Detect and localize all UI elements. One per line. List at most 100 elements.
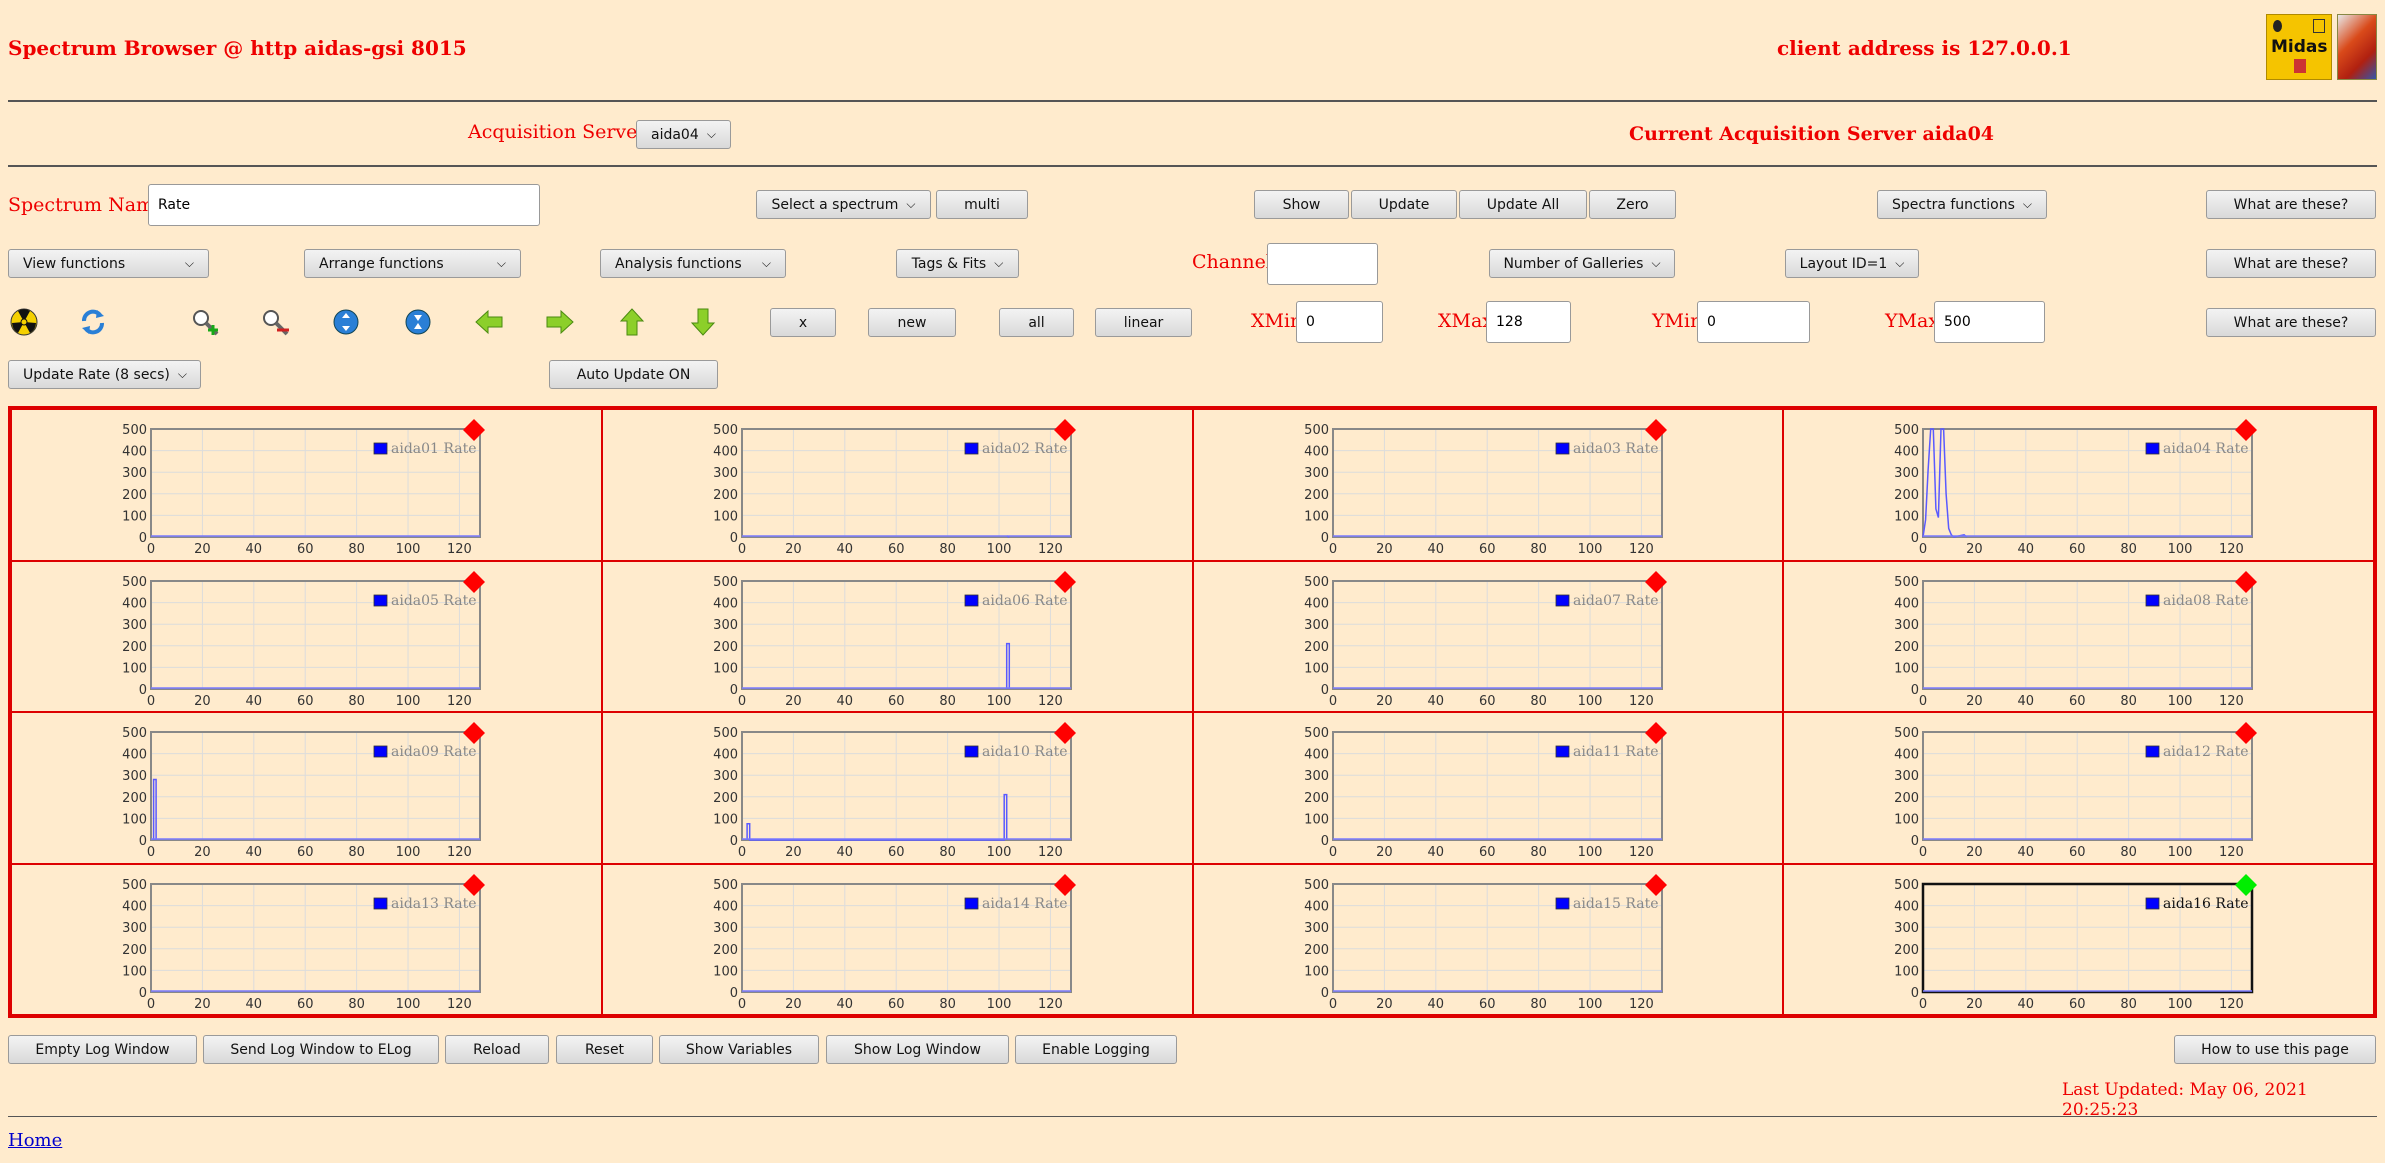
spectrum-panel[interactable]: 0 20 40 60 80 100 120 0 100 200 300 400 500 aida01 Ra… xyxy=(11,409,602,561)
ymin-input[interactable]: 0 xyxy=(1697,301,1810,343)
show-variables-button[interactable]: Show Variables xyxy=(659,1035,819,1064)
spectrum-plot[interactable]: 0 20 40 60 80 100 120 0 100 200 300 400 500 aida12 Ra… xyxy=(1784,713,2374,865)
x-button[interactable]: x xyxy=(770,308,836,337)
update-button[interactable]: Update xyxy=(1351,190,1457,219)
spectrum-plot[interactable]: 0 20 40 60 80 100 120 0 100 200 300 400 500 aida14 Ra… xyxy=(603,865,1193,1017)
number-of-galleries-dropdown[interactable]: Number of Galleries ⌵ xyxy=(1489,249,1675,278)
spectrum-panel[interactable]: 0 20 40 60 80 100 120 0 100 200 300 400 500 aida11 Ra… xyxy=(1192,712,1784,865)
y-tick-label: 200 xyxy=(1894,791,1919,806)
help-button-row3[interactable]: What are these? xyxy=(2206,308,2376,337)
send-log-button[interactable]: Send Log Window to ELog xyxy=(203,1035,439,1064)
spectrum-plot[interactable]: 0 20 40 60 80 100 120 0 100 200 300 400 500 aida13 Ra… xyxy=(12,865,602,1017)
ymax-input[interactable]: 500 xyxy=(1934,301,2045,343)
spectrum-panel[interactable]: 0 20 40 60 80 100 120 0 100 200 300 400 500 aida02 Ra… xyxy=(601,409,1193,562)
expand-icon[interactable] xyxy=(331,307,361,337)
y-tick-label: 0 xyxy=(139,683,147,698)
help-button-row1[interactable]: What are these? xyxy=(2206,190,2376,219)
new-button[interactable]: new xyxy=(868,308,956,337)
zoom-out-icon[interactable] xyxy=(260,307,290,337)
spectrum-plot[interactable]: 0 20 40 60 80 100 120 0 100 200 300 400 500 aida07 Ra… xyxy=(1194,562,1784,714)
contract-icon[interactable] xyxy=(403,307,433,337)
arrange-functions-dropdown[interactable]: Arrange functions ⌵ xyxy=(304,249,521,278)
home-link[interactable]: Home xyxy=(8,1130,63,1151)
legend-swatch xyxy=(1555,745,1569,758)
all-button[interactable]: all xyxy=(999,308,1074,337)
plot-frame xyxy=(1922,579,2254,690)
right-arrow-icon[interactable] xyxy=(545,307,575,337)
analysis-functions-dropdown[interactable]: Analysis functions ⌵ xyxy=(600,249,786,278)
x-tick-label: 80 xyxy=(939,542,956,557)
spectrum-panel[interactable]: 0 20 40 60 80 100 120 0 100 200 300 400 500 aida04 Ra… xyxy=(1783,409,2374,561)
linear-button[interactable]: linear xyxy=(1095,308,1192,337)
spectrum-panel[interactable]: 0 20 40 60 80 100 120 0 100 200 300 400 500 aida14 Ra… xyxy=(601,863,1193,1017)
up-arrow-icon[interactable] xyxy=(617,307,647,337)
show-button[interactable]: Show xyxy=(1254,190,1349,219)
y-tick-label: 200 xyxy=(122,942,147,957)
spectrum-panel[interactable]: 0 20 40 60 80 100 120 0 100 200 300 400 500 aida09 Ra… xyxy=(11,712,602,864)
how-to-use-button[interactable]: How to use this page xyxy=(2174,1035,2376,1064)
spectrum-plot[interactable]: 0 20 40 60 80 100 120 0 100 200 300 400 500 aida06 Ra… xyxy=(603,562,1193,714)
update-all-button[interactable]: Update All xyxy=(1459,190,1587,219)
spectrum-panel[interactable]: 0 20 40 60 80 100 120 0 100 200 300 400 500 aida03 Ra… xyxy=(1192,409,1784,562)
spectrum-plot[interactable]: 0 20 40 60 80 100 120 0 100 200 300 400 500 aida01 Ra… xyxy=(12,410,602,562)
zero-button[interactable]: Zero xyxy=(1589,190,1676,219)
x-tick-label: 40 xyxy=(1427,845,1444,860)
spectrum-panel[interactable]: 0 20 40 60 80 100 120 0 100 200 300 400 500 aida05 Ra… xyxy=(11,560,602,714)
help-button-row2[interactable]: What are these? xyxy=(2206,249,2376,278)
y-tick-label: 400 xyxy=(1304,445,1329,460)
x-tick-label: 120 xyxy=(2219,542,2244,557)
spectrum-plot[interactable]: 0 20 40 60 80 100 120 0 100 200 300 400 500 aida02 Ra… xyxy=(603,410,1193,562)
spectrum-plot[interactable]: 0 20 40 60 80 100 120 0 100 200 300 400 500 aida09 Ra… xyxy=(12,713,602,865)
footer-divider xyxy=(8,1116,2377,1117)
legend-swatch xyxy=(2145,594,2160,606)
current-server-label: Current Acquisition Server aida04 xyxy=(1629,123,1995,145)
auto-update-button[interactable]: Auto Update ON xyxy=(549,360,718,389)
spectrum-panel[interactable]: 0 20 40 60 80 100 120 0 100 200 300 400 500 aida07 Ra… xyxy=(1192,560,1784,714)
spectrum-panel[interactable]: 0 20 40 60 80 100 120 0 100 200 300 400 500 aida15 Ra… xyxy=(1192,863,1784,1017)
layout-id-dropdown[interactable]: Layout ID=1 ⌵ xyxy=(1785,249,1919,278)
spectrum-name-input[interactable]: Rate xyxy=(148,184,540,226)
spectrum-panel[interactable]: 0 20 40 60 80 100 120 0 100 200 300 400 500 aida06 Ra… xyxy=(601,560,1193,714)
spectrum-panel[interactable]: 0 20 40 60 80 100 120 0 100 200 300 400 500 aida13 Ra… xyxy=(11,863,602,1017)
reset-button[interactable]: Reset xyxy=(556,1035,653,1064)
empty-log-button[interactable]: Empty Log Window xyxy=(8,1035,197,1064)
plot-frame xyxy=(1922,428,2254,538)
y-tick-label: 300 xyxy=(1894,466,1919,481)
spectrum-panel[interactable]: 0 20 40 60 80 100 120 0 100 200 300 400 500 aida08 Ra… xyxy=(1783,560,2374,714)
select-spectrum-dropdown[interactable]: Select a spectrum ⌵ xyxy=(756,190,931,219)
spectrum-plot[interactable]: 0 20 40 60 80 100 120 0 100 200 300 400 500 aida11 Ra… xyxy=(1194,713,1784,865)
enable-logging-button[interactable]: Enable Logging xyxy=(1015,1035,1177,1064)
x-tick-label: 100 xyxy=(986,845,1011,860)
spectrum-plot[interactable]: 0 20 40 60 80 100 120 0 100 200 300 400 500 aida03 Ra… xyxy=(1194,410,1784,562)
left-arrow-icon[interactable] xyxy=(474,307,504,337)
zoom-in-icon[interactable] xyxy=(190,307,220,337)
spectrum-plot[interactable]: 0 20 40 60 80 100 120 0 100 200 300 400 500 aida04 Ra… xyxy=(1784,410,2374,562)
refresh-icon[interactable] xyxy=(78,307,108,337)
spectrum-plot[interactable]: 0 20 40 60 80 100 120 0 100 200 300 400 500 aida15 Ra… xyxy=(1194,865,1784,1017)
radiation-icon[interactable] xyxy=(9,307,39,337)
tags-fits-dropdown[interactable]: Tags & Fits ⌵ xyxy=(896,249,1019,278)
view-functions-dropdown[interactable]: View functions ⌵ xyxy=(8,249,209,278)
status-diamond-icon xyxy=(463,419,485,441)
down-arrow-icon[interactable] xyxy=(688,307,718,337)
spectrum-plot[interactable]: 0 20 40 60 80 100 120 0 100 200 300 400 500 aida05 Ra… xyxy=(12,562,602,714)
multi-button[interactable]: multi xyxy=(936,190,1028,219)
arrange-functions-label: Arrange functions xyxy=(319,255,444,272)
spectra-functions-dropdown[interactable]: Spectra functions ⌵ xyxy=(1877,190,2047,219)
y-tick-label: 100 xyxy=(122,509,147,524)
spectrum-plot[interactable]: 0 20 40 60 80 100 120 0 100 200 300 400 500 aida10 Ra… xyxy=(603,713,1193,865)
x-tick-label: 100 xyxy=(986,542,1011,557)
show-log-window-button[interactable]: Show Log Window xyxy=(826,1035,1009,1064)
acquisition-server-select[interactable]: aida04 ⌵ xyxy=(636,120,731,149)
spectrum-plot[interactable]: 0 20 40 60 80 100 120 0 100 200 300 400 500 aida08 Ra… xyxy=(1784,562,2374,714)
spectrum-plot[interactable]: 0 20 40 60 80 100 120 0 100 200 300 400 500 aida16 Ra… xyxy=(1784,865,2374,1017)
x-tick-label: 60 xyxy=(297,542,314,557)
channel-input[interactable] xyxy=(1267,243,1378,285)
update-rate-dropdown[interactable]: Update Rate (8 secs) ⌵ xyxy=(8,360,201,389)
spectrum-panel[interactable]: 0 20 40 60 80 100 120 0 100 200 300 400 500 aida10 Ra… xyxy=(601,712,1193,865)
spectrum-panel[interactable]: 0 20 40 60 80 100 120 0 100 200 300 400 500 aida12 Ra… xyxy=(1783,712,2374,864)
xmax-input[interactable]: 128 xyxy=(1486,301,1571,343)
spectrum-panel[interactable]: 0 20 40 60 80 100 120 0 100 200 300 400 500 aida16 Ra… xyxy=(1783,863,2374,1017)
xmin-input[interactable]: 0 xyxy=(1296,301,1383,343)
reload-button[interactable]: Reload xyxy=(445,1035,549,1064)
